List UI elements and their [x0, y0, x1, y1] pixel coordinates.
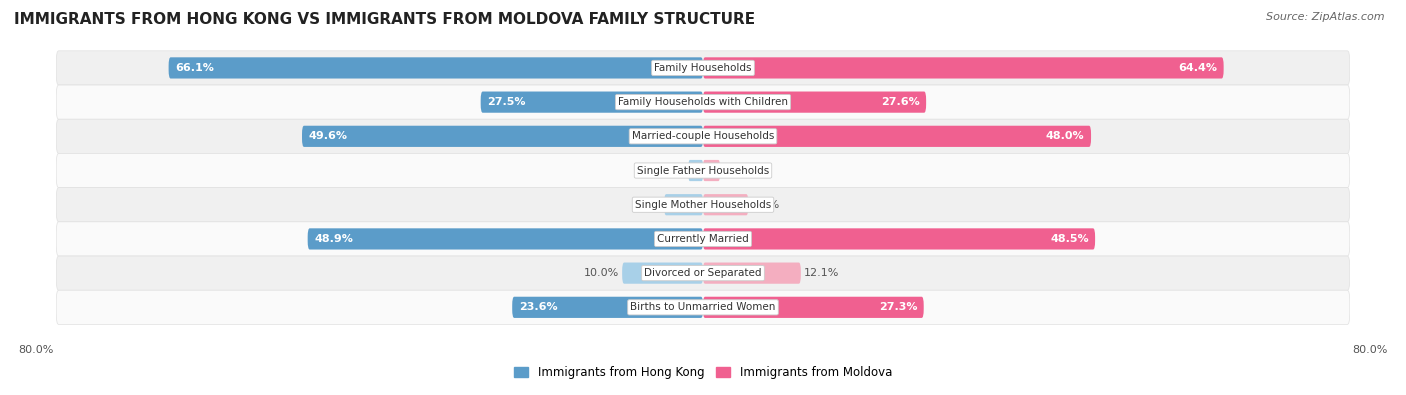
- FancyBboxPatch shape: [56, 188, 1350, 222]
- Text: 2.1%: 2.1%: [723, 166, 752, 175]
- FancyBboxPatch shape: [689, 160, 703, 181]
- FancyBboxPatch shape: [664, 194, 703, 215]
- FancyBboxPatch shape: [703, 228, 1095, 250]
- Text: Single Father Households: Single Father Households: [637, 166, 769, 175]
- Text: 64.4%: 64.4%: [1178, 63, 1218, 73]
- FancyBboxPatch shape: [703, 263, 801, 284]
- FancyBboxPatch shape: [703, 160, 720, 181]
- Text: 27.3%: 27.3%: [879, 302, 917, 312]
- Text: 27.6%: 27.6%: [882, 97, 920, 107]
- FancyBboxPatch shape: [481, 92, 703, 113]
- Text: 12.1%: 12.1%: [804, 268, 839, 278]
- FancyBboxPatch shape: [169, 57, 703, 79]
- Text: 48.9%: 48.9%: [314, 234, 353, 244]
- Text: 49.6%: 49.6%: [308, 131, 347, 141]
- Text: 80.0%: 80.0%: [18, 344, 53, 355]
- FancyBboxPatch shape: [621, 263, 703, 284]
- Text: 66.1%: 66.1%: [176, 63, 214, 73]
- Text: Divorced or Separated: Divorced or Separated: [644, 268, 762, 278]
- FancyBboxPatch shape: [703, 126, 1091, 147]
- FancyBboxPatch shape: [56, 119, 1350, 153]
- Text: IMMIGRANTS FROM HONG KONG VS IMMIGRANTS FROM MOLDOVA FAMILY STRUCTURE: IMMIGRANTS FROM HONG KONG VS IMMIGRANTS …: [14, 12, 755, 27]
- FancyBboxPatch shape: [302, 126, 703, 147]
- FancyBboxPatch shape: [703, 92, 927, 113]
- Legend: Immigrants from Hong Kong, Immigrants from Moldova: Immigrants from Hong Kong, Immigrants fr…: [509, 361, 897, 384]
- Text: Currently Married: Currently Married: [657, 234, 749, 244]
- Text: 5.6%: 5.6%: [752, 200, 780, 210]
- Text: 80.0%: 80.0%: [1353, 344, 1388, 355]
- Text: Single Mother Households: Single Mother Households: [636, 200, 770, 210]
- Text: 23.6%: 23.6%: [519, 302, 557, 312]
- FancyBboxPatch shape: [56, 222, 1350, 256]
- FancyBboxPatch shape: [512, 297, 703, 318]
- Text: 1.8%: 1.8%: [657, 166, 685, 175]
- Text: 10.0%: 10.0%: [583, 268, 619, 278]
- FancyBboxPatch shape: [56, 153, 1350, 188]
- Text: Source: ZipAtlas.com: Source: ZipAtlas.com: [1267, 12, 1385, 22]
- Text: Married-couple Households: Married-couple Households: [631, 131, 775, 141]
- FancyBboxPatch shape: [703, 297, 924, 318]
- FancyBboxPatch shape: [56, 51, 1350, 85]
- Text: 4.8%: 4.8%: [633, 200, 661, 210]
- FancyBboxPatch shape: [308, 228, 703, 250]
- FancyBboxPatch shape: [703, 57, 1223, 79]
- FancyBboxPatch shape: [56, 256, 1350, 290]
- Text: Family Households with Children: Family Households with Children: [619, 97, 787, 107]
- FancyBboxPatch shape: [56, 85, 1350, 119]
- Text: Births to Unmarried Women: Births to Unmarried Women: [630, 302, 776, 312]
- Text: 48.0%: 48.0%: [1046, 131, 1084, 141]
- Text: Family Households: Family Households: [654, 63, 752, 73]
- Text: 48.5%: 48.5%: [1050, 234, 1088, 244]
- FancyBboxPatch shape: [703, 194, 748, 215]
- Text: 27.5%: 27.5%: [486, 97, 526, 107]
- FancyBboxPatch shape: [56, 290, 1350, 324]
